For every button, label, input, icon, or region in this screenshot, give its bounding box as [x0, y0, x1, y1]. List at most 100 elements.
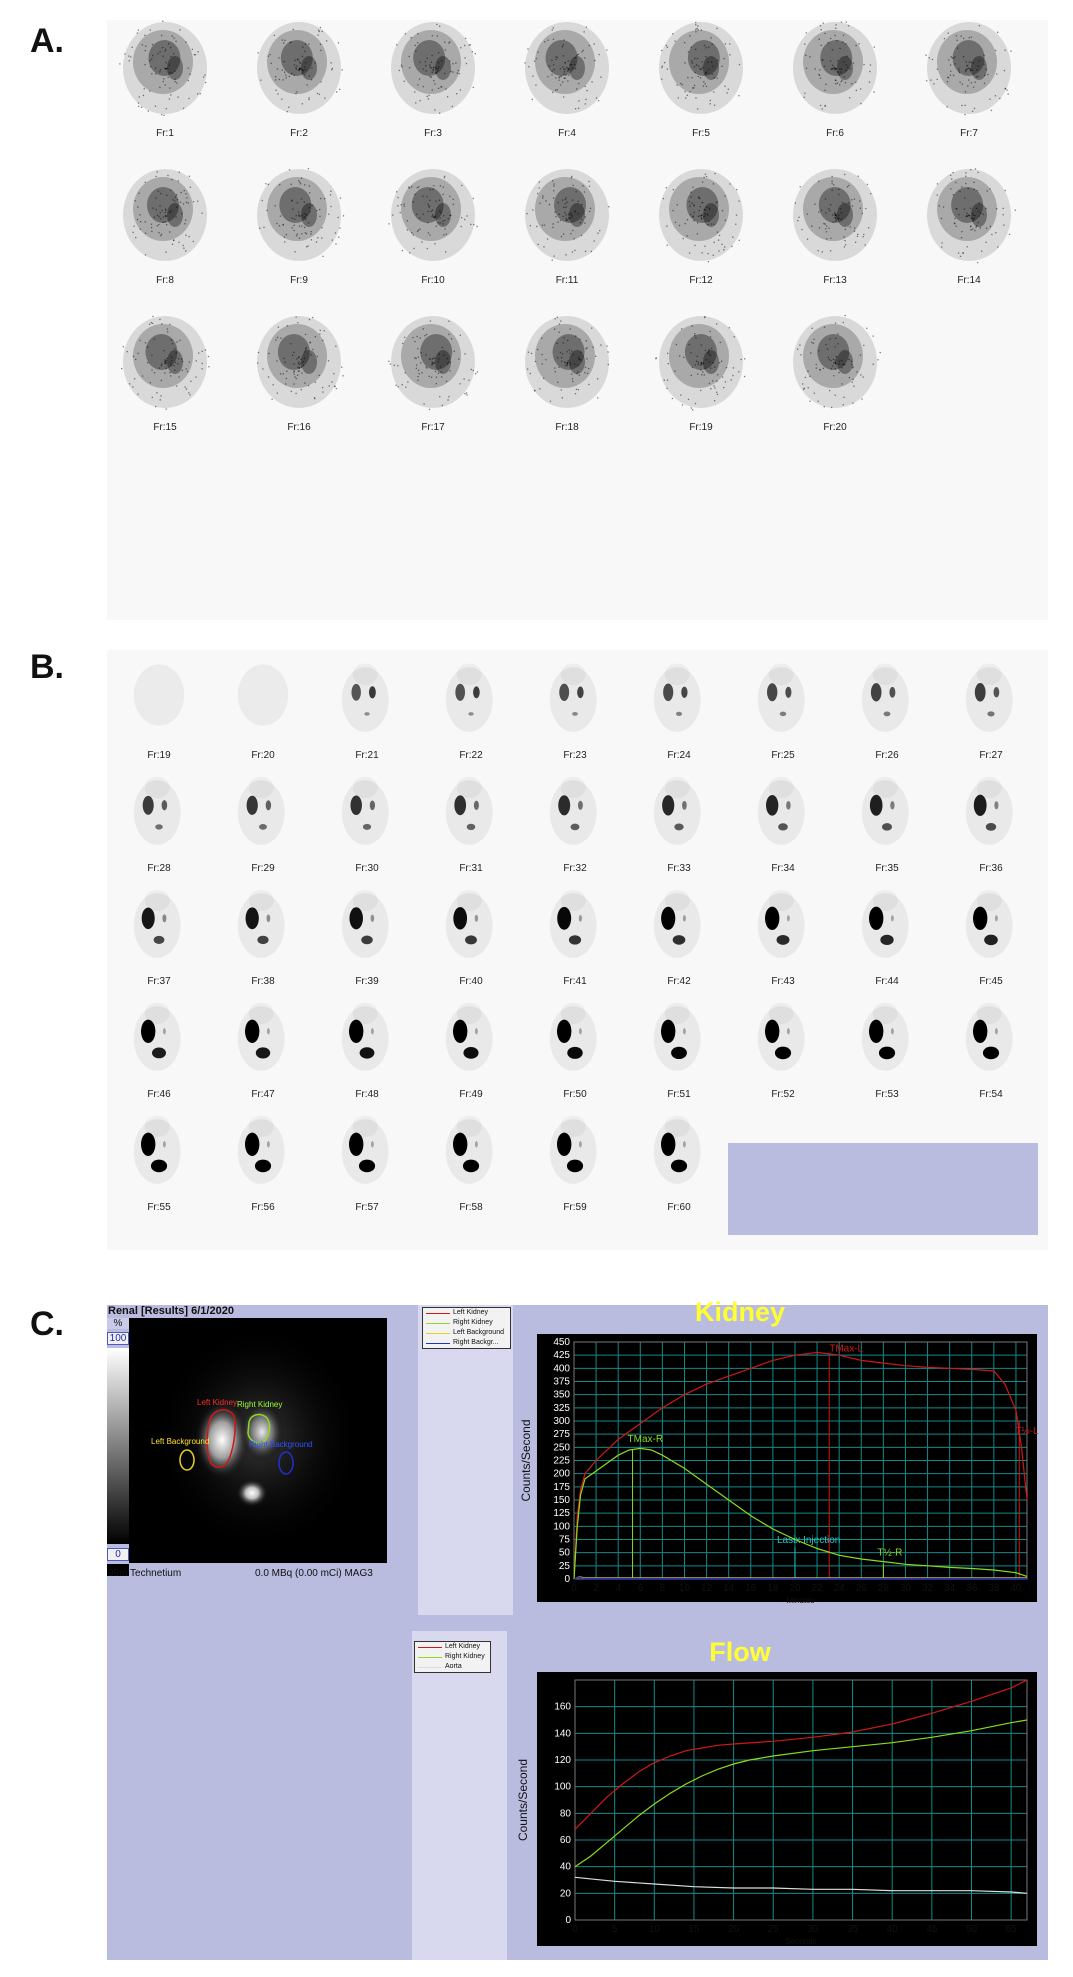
frame-tile: Fr:52	[738, 991, 828, 1101]
y-tick-label: 0	[565, 1915, 571, 1926]
frame-label: Fr:13	[823, 275, 847, 286]
frame-image	[257, 22, 343, 114]
frame-tile: Fr:46	[114, 991, 204, 1101]
y-tick-label: 250	[553, 1442, 570, 1453]
legend-swatch	[418, 1647, 442, 1648]
frame-image	[653, 663, 701, 732]
frame-image	[757, 889, 805, 958]
marker-label: T½-R	[877, 1547, 902, 1558]
frame-image	[121, 315, 210, 410]
frame-image	[549, 776, 597, 845]
frame-label: Fr:32	[563, 863, 587, 874]
frame-label: Fr:35	[875, 863, 899, 874]
frame-image	[133, 1115, 181, 1184]
frame-tile: Fr:1	[115, 20, 215, 140]
dose-label: 0.0 MBq (0.00 mCi) MAG3	[255, 1568, 373, 1579]
frame-label: Fr:5	[692, 128, 710, 139]
frame-label: Fr:46	[147, 1089, 171, 1100]
flow-chart: 0 5 10 15 20 25 30 35 40 45 50 55 0 20 40 60 80 100 120 140…	[516, 1672, 1037, 1946]
frame-label: Fr:28	[147, 863, 171, 874]
frame-tile: Fr:16	[249, 314, 349, 434]
kidney-legend-column	[418, 1305, 513, 1615]
frame-label: Fr:36	[979, 863, 1003, 874]
y-tick-label: 40	[560, 1862, 572, 1873]
roi-label-right-background: Right Background	[249, 1440, 313, 1449]
frame-image	[237, 776, 285, 845]
y-tick-label: 125	[553, 1508, 570, 1519]
frame-label: Fr:6	[826, 128, 844, 139]
frame-tile: Fr:28	[114, 765, 204, 875]
x-tick-label: 26	[856, 1583, 868, 1594]
frame-image	[119, 20, 207, 117]
frame-label: Fr:48	[355, 1089, 379, 1100]
panel-label-c: C.	[30, 1305, 64, 1343]
legend-label: Right Backgr...	[453, 1339, 499, 1346]
x-tick-label: 34	[944, 1583, 956, 1594]
x-tick-label: 25	[768, 1924, 780, 1935]
frame-image	[445, 663, 493, 732]
frame-label: Fr:29	[251, 863, 275, 874]
frame-image	[525, 169, 610, 261]
panel-b-frames: Fr:19 Fr:20 Fr:21 Fr:22 Fr:23 Fr:24 Fr:25 Fr:26…	[107, 650, 1048, 1250]
frame-tile: Fr:59	[530, 1104, 620, 1214]
frame-label: Fr:4	[558, 128, 576, 139]
frame-image	[257, 316, 344, 408]
frame-label: Fr:47	[251, 1089, 275, 1100]
frame-label: Fr:37	[147, 976, 171, 987]
y-tick-label: 225	[553, 1456, 570, 1467]
legend-label: Left Background	[453, 1329, 504, 1336]
frame-tile: Fr:31	[426, 765, 516, 875]
y-tick-label: 120	[554, 1755, 571, 1766]
y-tick-label: 150	[553, 1495, 570, 1506]
frame-image	[965, 889, 1013, 958]
frame-tile: Fr:47	[218, 991, 308, 1101]
frame-tile: Fr:56	[218, 1104, 308, 1214]
x-tick-label: 20	[728, 1924, 740, 1935]
flow-legend: Left Kidney Right Kidney Aorta	[414, 1641, 491, 1673]
x-tick-label: 40	[1010, 1583, 1022, 1594]
roi-left-background	[179, 1449, 195, 1471]
marker-label: T½-L	[1015, 1426, 1039, 1437]
legend-swatch	[418, 1657, 442, 1658]
frame-tile: Fr:27	[946, 652, 1036, 762]
y-axis-label: Counts/Second	[516, 1759, 530, 1841]
y-tick-label: 200	[553, 1469, 570, 1480]
frame-label: Fr:20	[823, 422, 847, 433]
frame-label: Fr:51	[667, 1089, 691, 1100]
frame-tile: Fr:33	[634, 765, 724, 875]
frame-tile: Fr:7	[919, 20, 1019, 140]
frame-image	[653, 1002, 701, 1071]
flow-chart-title: Flow	[709, 1637, 771, 1667]
legend-item: Right Backgr...	[423, 1338, 510, 1348]
frame-label: Fr:60	[667, 1202, 691, 1213]
y-tick-label: 100	[553, 1521, 570, 1532]
series-line	[573, 1351, 1028, 1580]
legend-label: Right Kidney	[453, 1319, 493, 1326]
x-tick-label: 5	[612, 1924, 618, 1935]
frame-label: Fr:1	[156, 128, 174, 139]
frame-image	[388, 169, 478, 261]
frame-image	[133, 776, 181, 845]
frame-label: Fr:25	[771, 750, 795, 761]
frame-tile: Fr:23	[530, 652, 620, 762]
frame-label: Fr:8	[156, 275, 174, 286]
frame-label: Fr:27	[979, 750, 1003, 761]
frame-label: Fr:39	[355, 976, 379, 987]
frame-image	[549, 1115, 597, 1184]
y-tick-label: 275	[553, 1429, 570, 1440]
frame-image	[341, 776, 389, 845]
frame-tile: Fr:53	[842, 991, 932, 1101]
frame-tile: Fr:55	[114, 1104, 204, 1214]
frame-image	[341, 663, 389, 732]
series-line	[573, 1447, 1028, 1580]
frame-tile: Fr:8	[115, 167, 215, 287]
frame-image	[655, 316, 746, 411]
frame-label: Fr:52	[771, 1089, 795, 1100]
frame-image	[388, 316, 479, 411]
legend-swatch	[426, 1333, 450, 1334]
x-tick-label: 30	[900, 1583, 912, 1594]
frame-tile: Fr:11	[517, 167, 617, 287]
legend-item: Aorta	[415, 1662, 490, 1672]
frame-image	[925, 22, 1012, 116]
study-header: Renal [Results] 6/1/2020	[108, 1305, 234, 1317]
